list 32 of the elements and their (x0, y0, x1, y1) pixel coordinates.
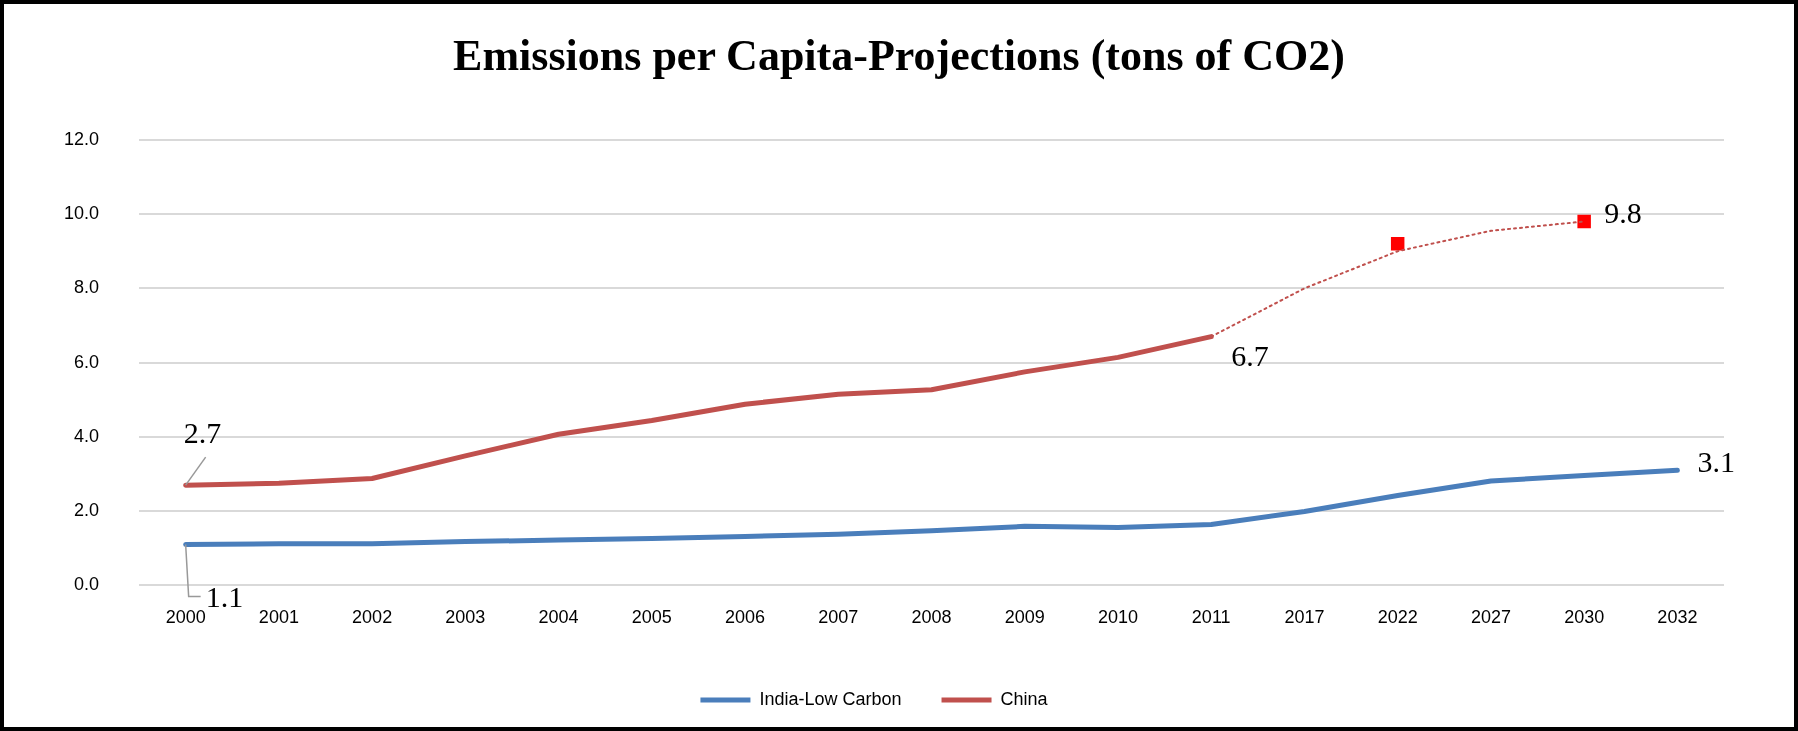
y-tick-label: 12.0 (63, 128, 100, 149)
y-tick-label: 2.0 (74, 500, 100, 521)
legend-label: India-Low Carbon (759, 688, 902, 709)
x-tick-label: 2032 (1657, 607, 1698, 628)
x-tick-label: 2008 (911, 607, 952, 628)
data-label: 9.8 (1604, 196, 1642, 230)
x-tick-label: 2007 (818, 607, 859, 628)
x-tick-label: 2027 (1470, 607, 1511, 628)
x-tick-label: 2000 (165, 607, 206, 628)
x-tick-label: 2022 (1377, 607, 1418, 628)
y-tick-label: 0.0 (74, 574, 100, 595)
x-tick-label: 2005 (631, 607, 672, 628)
legend-label: China (1000, 688, 1049, 709)
data-label: 2.7 (183, 416, 222, 450)
x-tick-label: 2001 (258, 607, 299, 628)
data-label: 1.1 (205, 580, 244, 614)
x-tick-label: 2011 (1191, 607, 1231, 628)
x-tick-label: 2009 (1004, 607, 1045, 628)
x-tick-label: 2006 (725, 607, 766, 628)
x-tick-label: 2030 (1564, 607, 1605, 628)
data-label: 6.7 (1231, 339, 1269, 373)
y-tick-label: 10.0 (63, 203, 100, 224)
x-tick-label: 2017 (1284, 607, 1325, 628)
y-tick-label: 8.0 (74, 277, 100, 298)
chart-title: Emissions per Capita-Projections (tons of CO2) (452, 30, 1346, 81)
x-tick-label: 2003 (445, 607, 486, 628)
data-label: 3.1 (1697, 445, 1735, 479)
x-tick-label: 2004 (538, 607, 579, 628)
y-tick-label: 6.0 (74, 351, 100, 372)
x-tick-label: 2002 (352, 607, 393, 628)
x-tick-label: 2010 (1097, 607, 1139, 628)
y-tick-label: 4.0 (74, 425, 100, 446)
